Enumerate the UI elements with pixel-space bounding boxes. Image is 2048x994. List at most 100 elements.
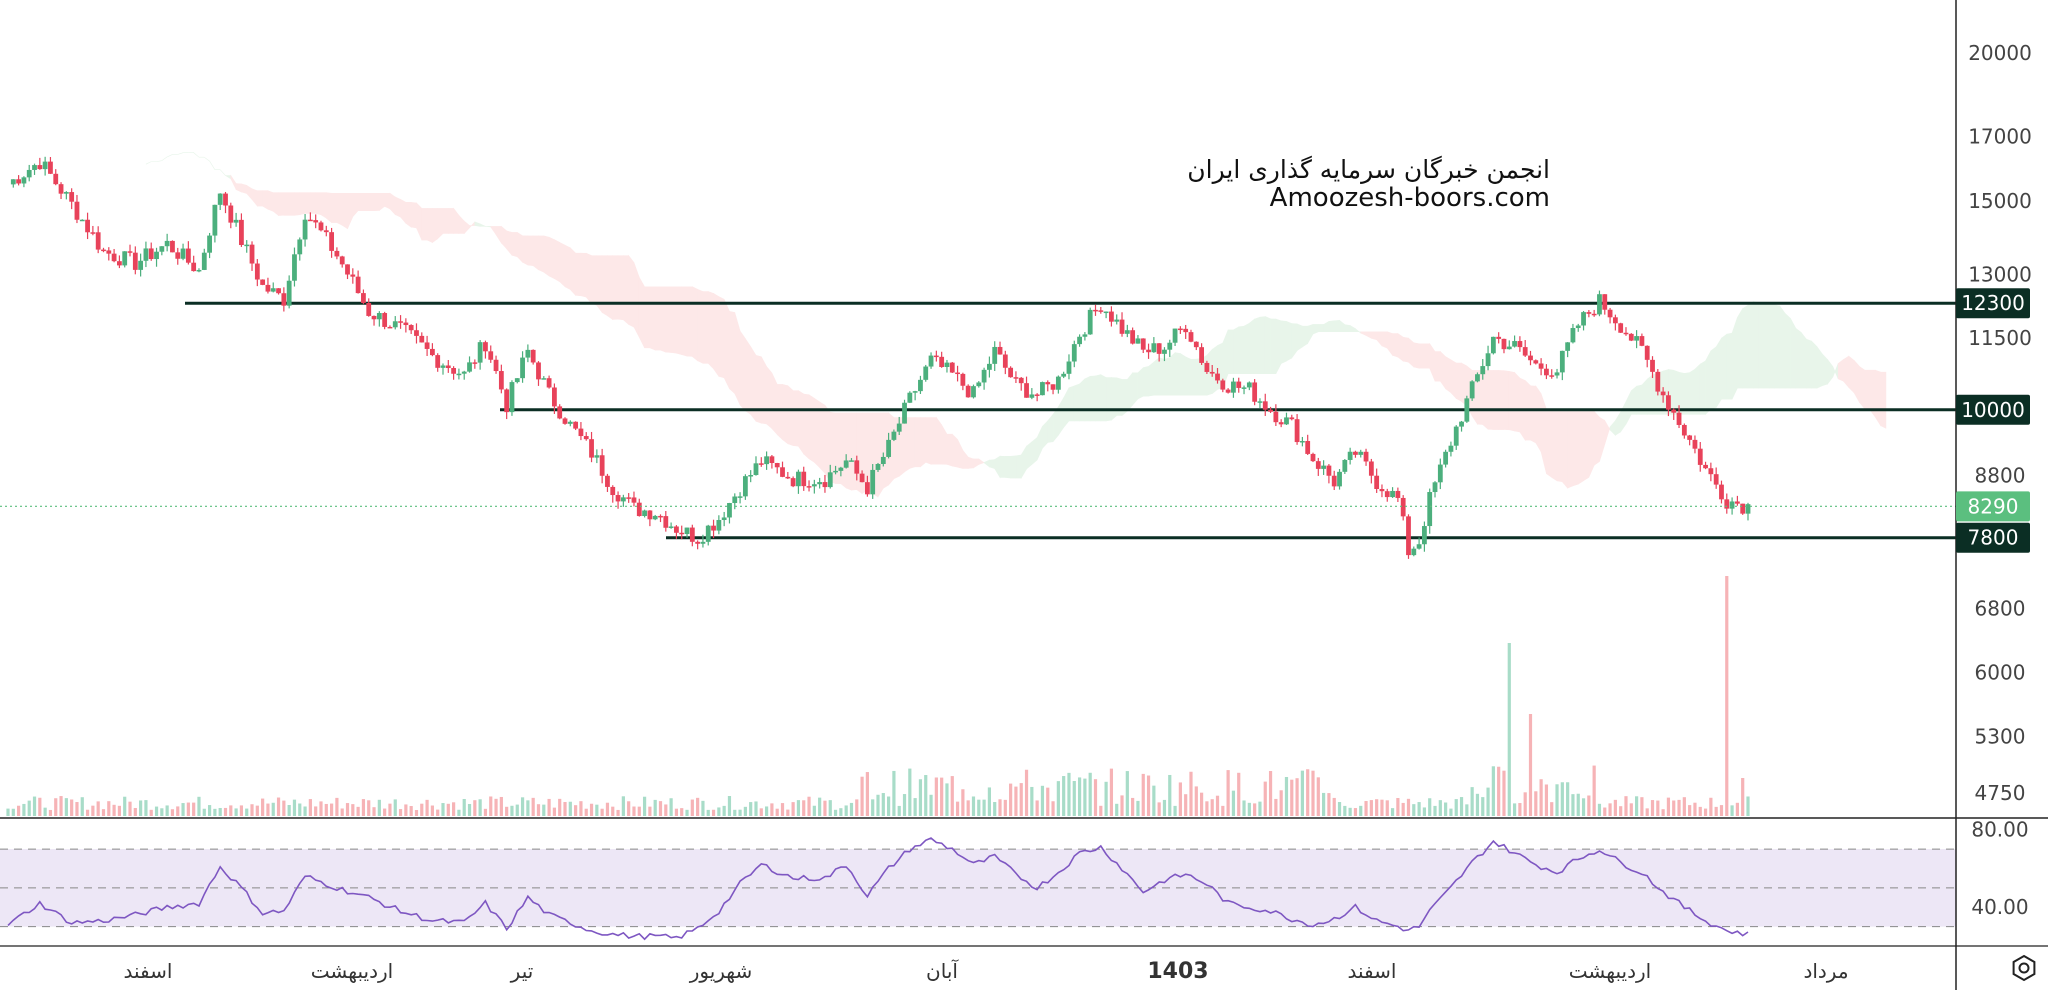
- cloud-segment: [560, 242, 565, 286]
- volume-bar: [1725, 576, 1728, 816]
- cloud-segment: [459, 215, 464, 233]
- candle-body: [1693, 440, 1698, 449]
- cloud-segment: [1408, 338, 1413, 367]
- candle-body: [1602, 294, 1607, 310]
- volume-bar: [1343, 806, 1346, 816]
- candle-body: [303, 220, 308, 240]
- volume-bar: [468, 804, 471, 816]
- volume-bar: [97, 801, 100, 816]
- candle-body: [90, 232, 95, 234]
- volume-bar: [1651, 800, 1654, 816]
- volume-bar: [1534, 791, 1537, 816]
- cloud-segment: [401, 199, 406, 223]
- cloud-segment: [1605, 421, 1610, 445]
- candle-body: [658, 516, 663, 518]
- cloud-segment: [1552, 409, 1557, 480]
- cloud-segment: [1859, 366, 1864, 408]
- volume-bar: [781, 803, 784, 816]
- price-tick-label: 6800: [1975, 596, 2026, 620]
- cloud-segment: [1589, 409, 1594, 477]
- volume-bar: [123, 797, 126, 816]
- volume-bar: [256, 806, 259, 816]
- candle-body: [1470, 381, 1475, 398]
- cloud-segment: [1700, 361, 1705, 414]
- volume-bar: [611, 807, 614, 816]
- volume-bar: [399, 809, 402, 816]
- volume-bar: [240, 805, 243, 816]
- candle-body: [1708, 468, 1713, 474]
- candle-body: [271, 288, 276, 291]
- candle-body: [175, 252, 180, 258]
- cloud-segment: [501, 226, 506, 248]
- cloud-segment: [1562, 409, 1567, 488]
- chart-settings-button[interactable]: [2002, 946, 2046, 990]
- candle-body: [770, 456, 775, 463]
- candle-body: [446, 365, 451, 368]
- volume-bar: [712, 810, 715, 816]
- cloud-segment: [1085, 376, 1090, 421]
- candle-body: [1544, 369, 1549, 376]
- candle-body: [85, 220, 90, 233]
- cloud-segment: [1801, 332, 1806, 388]
- candle-body: [1040, 382, 1045, 395]
- cloud-segment: [1143, 366, 1148, 396]
- volume-bar: [431, 806, 434, 816]
- volume-bar: [1136, 801, 1139, 816]
- volume-bar: [749, 802, 752, 816]
- candle-body: [812, 484, 817, 486]
- volume-bar: [372, 807, 375, 816]
- cloud-segment: [1080, 379, 1085, 421]
- candle-body: [1640, 336, 1645, 346]
- candle-body: [414, 330, 419, 336]
- watermark-url: Amoozesh-boors.com: [1187, 184, 1550, 212]
- candle-body: [886, 440, 891, 457]
- cloud-segment: [1483, 370, 1488, 429]
- cloud-segment: [1546, 409, 1551, 477]
- candle-body: [690, 528, 695, 542]
- candle-body: [722, 517, 727, 520]
- cloud-segment: [793, 391, 798, 447]
- volume-bar: [1683, 797, 1686, 816]
- candle-body: [1703, 465, 1708, 468]
- cloud-segment: [958, 440, 963, 469]
- volume-bar: [929, 795, 932, 816]
- candle-body: [207, 236, 212, 253]
- candle-body: [642, 510, 647, 516]
- candle-body: [902, 403, 907, 424]
- volume-bar: [1099, 806, 1102, 816]
- candle-body: [1109, 312, 1114, 322]
- candle-body: [1353, 452, 1358, 455]
- cloud-segment: [1170, 353, 1175, 395]
- volume-bar: [197, 797, 200, 816]
- volume-bar: [1619, 806, 1622, 816]
- volume-bar: [436, 810, 439, 816]
- candle-body: [653, 516, 658, 519]
- price-tick-label: 17000: [1968, 125, 2032, 149]
- volume-bar: [319, 801, 322, 816]
- cloud-segment: [1096, 375, 1101, 421]
- candle-body: [807, 486, 812, 488]
- cloud-segment: [1721, 334, 1726, 399]
- volume-bar: [1566, 782, 1569, 816]
- candle-body: [393, 321, 398, 327]
- volume-bar: [845, 805, 848, 816]
- volume-bar: [1513, 803, 1516, 816]
- cloud-segment: [1228, 330, 1233, 374]
- volume-bar: [988, 787, 991, 816]
- volume-bar: [1221, 806, 1224, 816]
- volume-bar: [898, 806, 901, 816]
- cloud-segment: [416, 203, 421, 240]
- cloud-segment: [618, 256, 623, 320]
- candle-body: [1157, 343, 1162, 354]
- candle-body: [1183, 329, 1188, 332]
- candle-body: [37, 165, 42, 169]
- candle-body: [907, 393, 912, 403]
- cloud-segment: [194, 153, 199, 158]
- cloud-segment: [1865, 370, 1870, 410]
- cloud-segment: [629, 256, 634, 328]
- candle-body: [547, 378, 552, 387]
- candle-body: [191, 263, 196, 271]
- candle-body: [1443, 452, 1448, 465]
